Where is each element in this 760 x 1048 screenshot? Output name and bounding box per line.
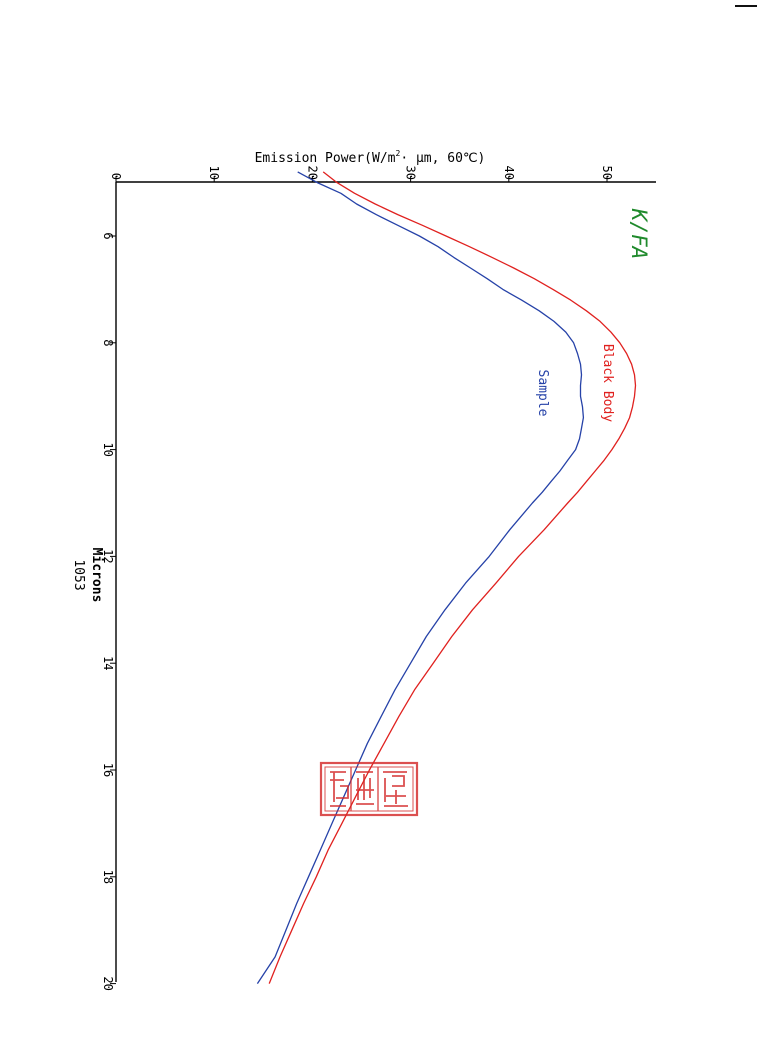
y-tick-label: 20 <box>305 166 319 180</box>
y-tick-label: 0 <box>109 173 123 180</box>
chart-title-group: K/FA <box>627 208 651 260</box>
y-axis-title-sup: 2 <box>396 149 401 158</box>
x-tick-label: 16 <box>101 763 115 777</box>
x-axis-title: Microns <box>89 548 104 603</box>
y-tick-label: 10 <box>207 166 221 180</box>
y-tick-label: 50 <box>600 166 614 180</box>
x-tick-label-group: 18 <box>101 870 115 884</box>
series-line-black-body <box>268 171 637 984</box>
x-tick-label: 20 <box>101 976 115 990</box>
series-layer <box>256 171 637 984</box>
red-seal-stamp <box>319 761 419 817</box>
y-ticks: 0 10 20 30 40 50 <box>109 166 614 182</box>
y-tick-label-group: 50 <box>600 166 614 180</box>
y-tick-label-group: 30 <box>404 166 418 180</box>
legend-label-black-body-group: Black Body <box>600 344 615 422</box>
y-axis-title-main: Emission Power(W/m <box>255 151 396 166</box>
x-tick-label-group: 8 <box>101 339 115 346</box>
x-tick-label: 8 <box>101 339 115 346</box>
y-tick-label-group: 40 <box>502 166 516 180</box>
corner-dash <box>735 5 757 7</box>
y-tick-label: 40 <box>502 166 516 180</box>
x-tick-label-group: 16 <box>101 763 115 777</box>
legend-label-sample-group: Sample <box>535 370 550 417</box>
y-tick-label-group: 10 <box>207 166 221 180</box>
x-tick-label: 10 <box>101 442 115 456</box>
y-axis-title: Emission Power(W/m2· μm, 60℃) <box>255 149 486 166</box>
x-tick-label-group: 20 <box>101 976 115 990</box>
legend-label-black-body: Black Body <box>600 344 615 422</box>
x-tick-label: 12 <box>101 549 115 563</box>
y-axis-title-tail: · μm, 60℃) <box>400 151 485 166</box>
legend-label-sample: Sample <box>535 370 550 417</box>
x-tick-label: 14 <box>101 656 115 670</box>
x-tick-label-group: 12 <box>101 549 115 563</box>
y-tick-label-group: 20 <box>305 166 319 180</box>
x-tick-label: 6 <box>101 232 115 239</box>
x-tick-label-group: 6 <box>101 232 115 239</box>
chart-title: K/FA <box>627 208 651 260</box>
x-tick-label-group: 14 <box>101 656 115 670</box>
x-tick-label-group: 10 <box>101 442 115 456</box>
x-axis-title-group: Microns 1053 <box>71 548 104 603</box>
y-tick-label: 30 <box>404 166 418 180</box>
y-tick-label-group: 0 <box>109 173 123 180</box>
x-tick-label: 18 <box>101 870 115 884</box>
series-line-sample <box>256 171 585 984</box>
x-ticks: 6 8 10 12 14 16 18 20 <box>101 232 116 991</box>
x-axis-subtitle: 1053 <box>71 559 86 590</box>
